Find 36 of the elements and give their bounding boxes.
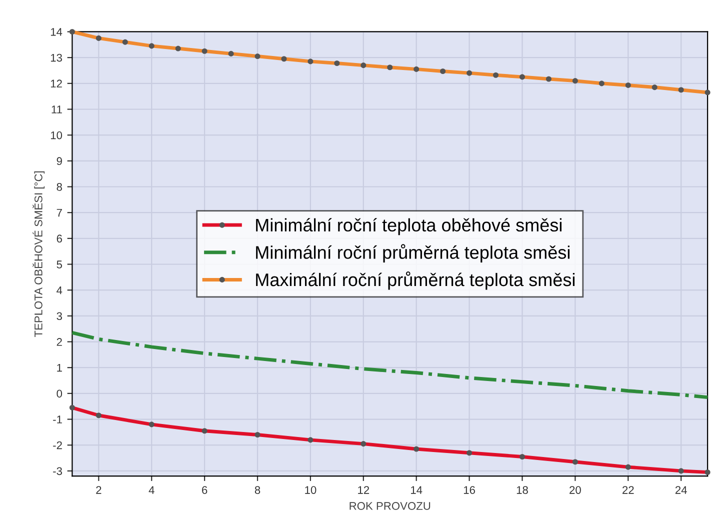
- y-tick-label: 8: [56, 183, 62, 191]
- x-axis-title: ROK PROVOZU: [350, 502, 430, 510]
- y-tick-label: 0: [56, 390, 62, 398]
- x-tick-label: 16: [464, 486, 475, 494]
- y-tick-label: 6: [56, 234, 62, 243]
- y-tick-label: -2: [53, 441, 62, 450]
- y-tick-label: 14: [50, 28, 62, 36]
- x-tick-label: 10: [305, 486, 316, 494]
- y-tick-label: 9: [56, 157, 62, 166]
- y-tick-label: 1: [57, 364, 62, 372]
- x-tick-label: 8: [254, 486, 260, 494]
- y-axis-title: TEPLOTA OBĚHOVÉ SMĚSI [°C]: [32, 171, 45, 337]
- legend-label: Maximální roční průměrná teplota směsi: [256, 271, 575, 290]
- x-tick-label: 20: [570, 486, 581, 494]
- y-tick-label: 7: [56, 208, 62, 217]
- legend-label: Minimální roční průměrná teplota směsi: [256, 244, 570, 262]
- line-series: [70, 330, 710, 400]
- y-tick-label: 10: [50, 131, 62, 140]
- x-tick-label: 6: [202, 486, 208, 494]
- y-tick-label: 12: [50, 80, 62, 88]
- x-tick-label: 22: [622, 486, 634, 494]
- x-tick-label: 12: [358, 486, 370, 494]
- y-tick-label: 11: [52, 106, 62, 114]
- y-tick-label: -1: [53, 416, 62, 424]
- x-tick-label: 14: [411, 486, 422, 494]
- x-tick-label: 2: [96, 486, 102, 494]
- x-tick-label: 18: [516, 486, 528, 494]
- y-tick-label: 3: [56, 312, 62, 320]
- y-tick-label: 5: [56, 260, 62, 268]
- y-tick-label: 4: [56, 286, 62, 294]
- y-tick-label: -3: [53, 467, 62, 476]
- y-tick-label: 13: [50, 54, 62, 62]
- x-tick-label: 4: [148, 486, 154, 494]
- x-tick-label: 24: [675, 486, 687, 494]
- y-tick-label: 2: [56, 338, 62, 346]
- legend-label: Minimální roční teplota oběhové směsi: [256, 218, 562, 236]
